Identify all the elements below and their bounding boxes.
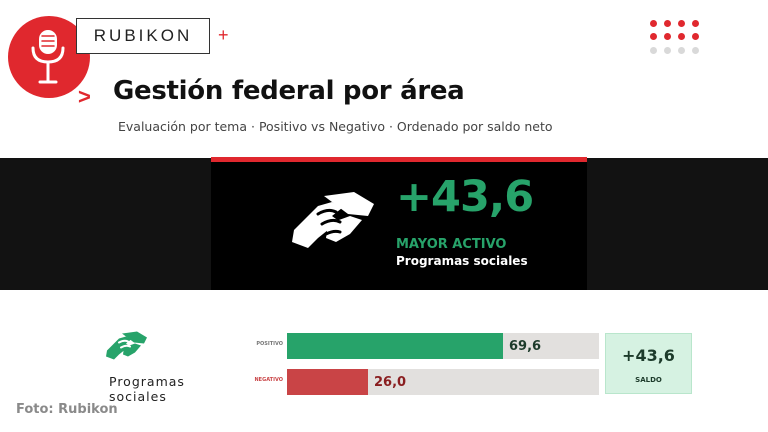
negative-tag: NEGATIVO: [254, 377, 284, 383]
dot-icon: [664, 20, 671, 27]
negative-bar-track: 26,0: [287, 369, 599, 395]
hero-accent-line: [211, 157, 587, 162]
dot-icon: [664, 33, 671, 40]
dot-icon: [678, 33, 685, 40]
hero-category: Programas sociales: [396, 254, 528, 268]
hero-card: [211, 158, 587, 290]
negative-bar-value: 26,0: [374, 375, 407, 390]
dot-icon: [692, 47, 699, 54]
dot-grid-decoration: [650, 20, 700, 56]
dot-icon: [692, 33, 699, 40]
handshake-icon: [106, 331, 147, 360]
microphone-icon: [31, 30, 65, 84]
dot-icon: [692, 20, 699, 27]
positive-bar-fill: [287, 333, 503, 359]
photo-credit: Foto: Rubikon: [16, 402, 118, 417]
saldo-value: +43,6: [622, 346, 675, 365]
page-title: Gestión federal por área: [113, 76, 465, 106]
brand-name: RUBIKON: [93, 26, 193, 45]
negative-bar-fill: [287, 369, 368, 395]
dot-icon: [650, 33, 657, 40]
dot-icon: [678, 47, 685, 54]
brand-plus-icon: +: [218, 25, 229, 45]
dot-icon: [650, 47, 657, 54]
dot-icon: [664, 47, 671, 54]
title-chevron-icon: >: [78, 84, 91, 109]
hero-value: +43,6: [396, 172, 534, 222]
dot-icon: [678, 20, 685, 27]
category-label: Programas sociales: [109, 374, 185, 404]
positive-bar-value: 69,6: [509, 339, 542, 354]
handshake-icon: [292, 192, 374, 248]
saldo-label: SALDO: [635, 376, 662, 384]
saldo-box: +43,6 SALDO: [605, 333, 692, 394]
dot-icon: [650, 20, 657, 27]
brand-name-box: RUBIKON: [76, 18, 210, 54]
hero-label: MAYOR ACTIVO: [396, 237, 507, 252]
positive-tag: POSITIVO: [256, 341, 283, 347]
positive-bar-track: 69,6: [287, 333, 599, 359]
page-subtitle: Evaluación por tema · Positivo vs Negati…: [118, 119, 553, 134]
